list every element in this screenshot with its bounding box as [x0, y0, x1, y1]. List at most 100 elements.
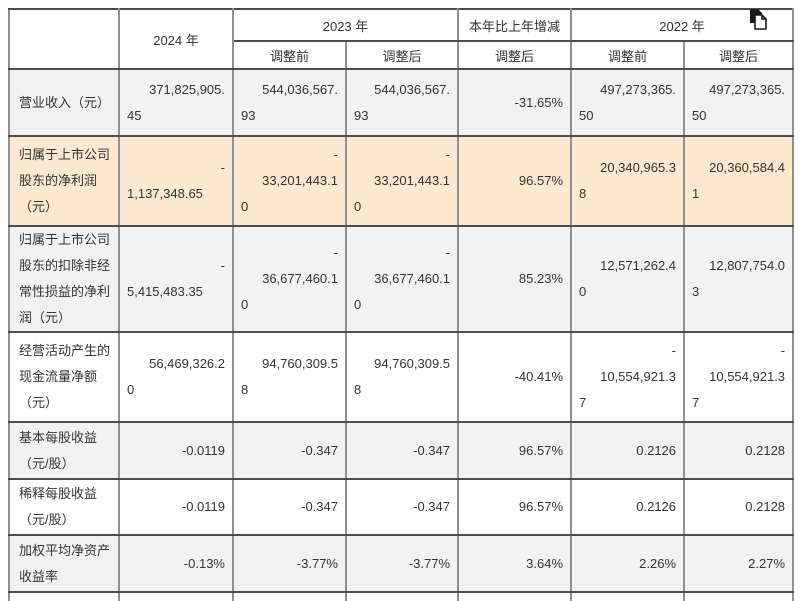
row-label: 归属于上市公司 股东的扣除非经 常性损益的净利 润（元） — [8, 225, 120, 333]
cell-line: 497,273,365. — [600, 81, 677, 97]
cell-line: -31.65% — [514, 94, 564, 110]
cell-line: 0 — [127, 382, 135, 397]
column-header-2024: 2024 年 — [118, 8, 234, 70]
value-cell: 497,273,365. 50 — [683, 68, 794, 137]
financial-summary-table: 2024 年 2023 年 本年比上年增减 2022 年 调整前 调整后 调整后… — [8, 8, 794, 601]
copy-icon[interactable] — [748, 8, 768, 30]
value-cell: 12,807,754.0 3 — [683, 225, 794, 333]
table-row: 营业收入（元） 371,825,905. 45 544,036,567. 93 544,0… — [8, 68, 794, 137]
cell-line: -0.13% — [183, 555, 225, 571]
value-cell: 497,273,365. 50 — [570, 68, 686, 137]
cell-line: 归属于上市公司 — [19, 232, 111, 247]
value-cell: 12,571,262.4 0 — [570, 225, 686, 333]
value-cell: 94,760,309.5 8 — [232, 331, 347, 423]
value-cell: 544,036,567. 93 — [344, 68, 460, 137]
cell-line: 润（元） — [19, 310, 72, 325]
cell-line: 1 — [692, 186, 700, 201]
row-label: 归属于上市公司 股东的净利润 （元） — [8, 135, 120, 227]
table-row: 归属于上市公司 股东的扣除非经 常性损益的净利 润（元） - 5,415,483.35 - 3… — [8, 225, 794, 333]
cell-line: 0 — [241, 199, 249, 214]
value-cell: - 10,554,921.3 7 — [683, 331, 794, 423]
cell-line: 股东的净利润 — [19, 173, 98, 188]
cell-line: 96.57% — [518, 499, 564, 514]
value-cell — [683, 591, 794, 601]
value-cell: 0.2126 — [570, 421, 686, 480]
cell-line: 股东的扣除非经 — [19, 258, 111, 273]
cell-line: - — [333, 147, 338, 162]
cell-line: 45 — [127, 107, 142, 123]
column-header-2023: 2023 年 — [231, 8, 460, 42]
table-row — [8, 591, 794, 601]
value-cell: 544,036,567. 93 — [232, 68, 347, 137]
cell-line: - — [780, 343, 786, 358]
value-cell: -3.77% — [232, 534, 347, 593]
cell-line: 33,201,443.1 — [262, 173, 338, 188]
value-cell: -0.0119 — [118, 421, 234, 480]
value-cell: 96.57% — [457, 421, 573, 480]
value-cell: 371,825,905. 45 — [118, 68, 234, 137]
cell-line: （元） — [19, 199, 59, 214]
cell-line: 7 — [579, 395, 587, 410]
value-cell: - 33,201,443.1 0 — [344, 135, 460, 227]
cell-line: 归属于上市公司 — [19, 147, 111, 162]
cell-line: 收益率 — [19, 568, 59, 584]
cell-line: 96.57% — [518, 442, 564, 458]
cell-line: 1,137,348.65 — [127, 186, 203, 201]
value-cell: 94,760,309.5 8 — [344, 331, 460, 423]
cell-line: -0.347 — [413, 499, 451, 514]
subheader-2023-before: 调整前 — [232, 40, 347, 70]
cell-line: 50 — [692, 107, 707, 123]
value-cell: 85.23% — [457, 225, 573, 333]
cell-line: 现金流量净额 — [19, 369, 98, 384]
header-row-periods: 2024 年 2023 年 本年比上年增减 2022 年 — [8, 8, 794, 70]
cell-line: -3.77% — [296, 555, 338, 571]
cell-line: -0.347 — [301, 442, 338, 458]
cell-line: -0.347 — [301, 499, 338, 514]
cell-line: -3.77% — [408, 555, 451, 571]
value-cell — [118, 591, 234, 601]
cell-line: 544,036,567. — [262, 81, 338, 97]
value-cell — [570, 591, 686, 601]
row-label: 经营活动产生的 现金流量净额 （元） — [8, 331, 120, 423]
subheader-2023-after: 调整后 — [344, 40, 460, 70]
cell-line: 93 — [354, 107, 369, 123]
cell-line: 0 — [354, 297, 362, 312]
table-row: 基本每股收益 （元/股） -0.0119 -0.347 -0.347 96.57% 0.21… — [8, 421, 794, 480]
cell-line: 基本每股收益 — [19, 429, 98, 445]
row-label: 基本每股收益 （元/股） — [8, 421, 120, 480]
value-cell: 2.27% — [683, 534, 794, 593]
cell-line: 50 — [579, 107, 594, 123]
value-cell — [232, 591, 347, 601]
value-cell: 56,469,326.2 0 — [118, 331, 234, 423]
value-cell: 0.2128 — [683, 478, 794, 536]
value-cell: -3.77% — [344, 534, 460, 593]
cell-line: 0.2126 — [636, 499, 677, 514]
value-cell: 20,340,965.3 8 — [570, 135, 686, 227]
value-cell: -0.347 — [232, 421, 347, 480]
cell-line: 56,469,326.2 — [149, 356, 225, 371]
row-label — [8, 591, 120, 601]
cell-line: 497,273,365. — [709, 81, 786, 97]
cell-line: 10,554,921.3 — [709, 369, 786, 384]
cell-line: - — [671, 343, 677, 358]
value-cell: 3.64% — [457, 534, 573, 593]
row-label: 加权平均净资产 收益率 — [8, 534, 120, 593]
cell-line: （元） — [19, 395, 59, 410]
value-cell: 96.57% — [457, 478, 573, 536]
subheader-change-after: 调整后 — [457, 40, 573, 70]
cell-line: - — [445, 147, 451, 162]
cell-line: 12,571,262.4 — [600, 258, 677, 273]
cell-line: 20,360,584.4 — [709, 160, 786, 175]
cell-line: -0.347 — [413, 442, 451, 458]
header-row-adjustment: 调整前 调整后 调整后 调整前 调整后 — [9, 40, 794, 70]
cell-line: - — [445, 245, 451, 260]
value-cell: -0.347 — [232, 478, 347, 536]
value-cell: -0.347 — [344, 478, 460, 536]
cell-line: 0.2128 — [745, 499, 786, 514]
cell-line: -0.0119 — [181, 442, 225, 458]
cell-line: 12,807,754.0 — [709, 258, 786, 273]
cell-line: 0 — [579, 284, 587, 299]
value-cell: 20,360,584.4 1 — [683, 135, 794, 227]
table-row: 稀释每股收益 （元/股） -0.0119 -0.347 -0.347 96.57% 0.21… — [8, 478, 794, 536]
cell-line: 经营活动产生的 — [19, 343, 111, 358]
